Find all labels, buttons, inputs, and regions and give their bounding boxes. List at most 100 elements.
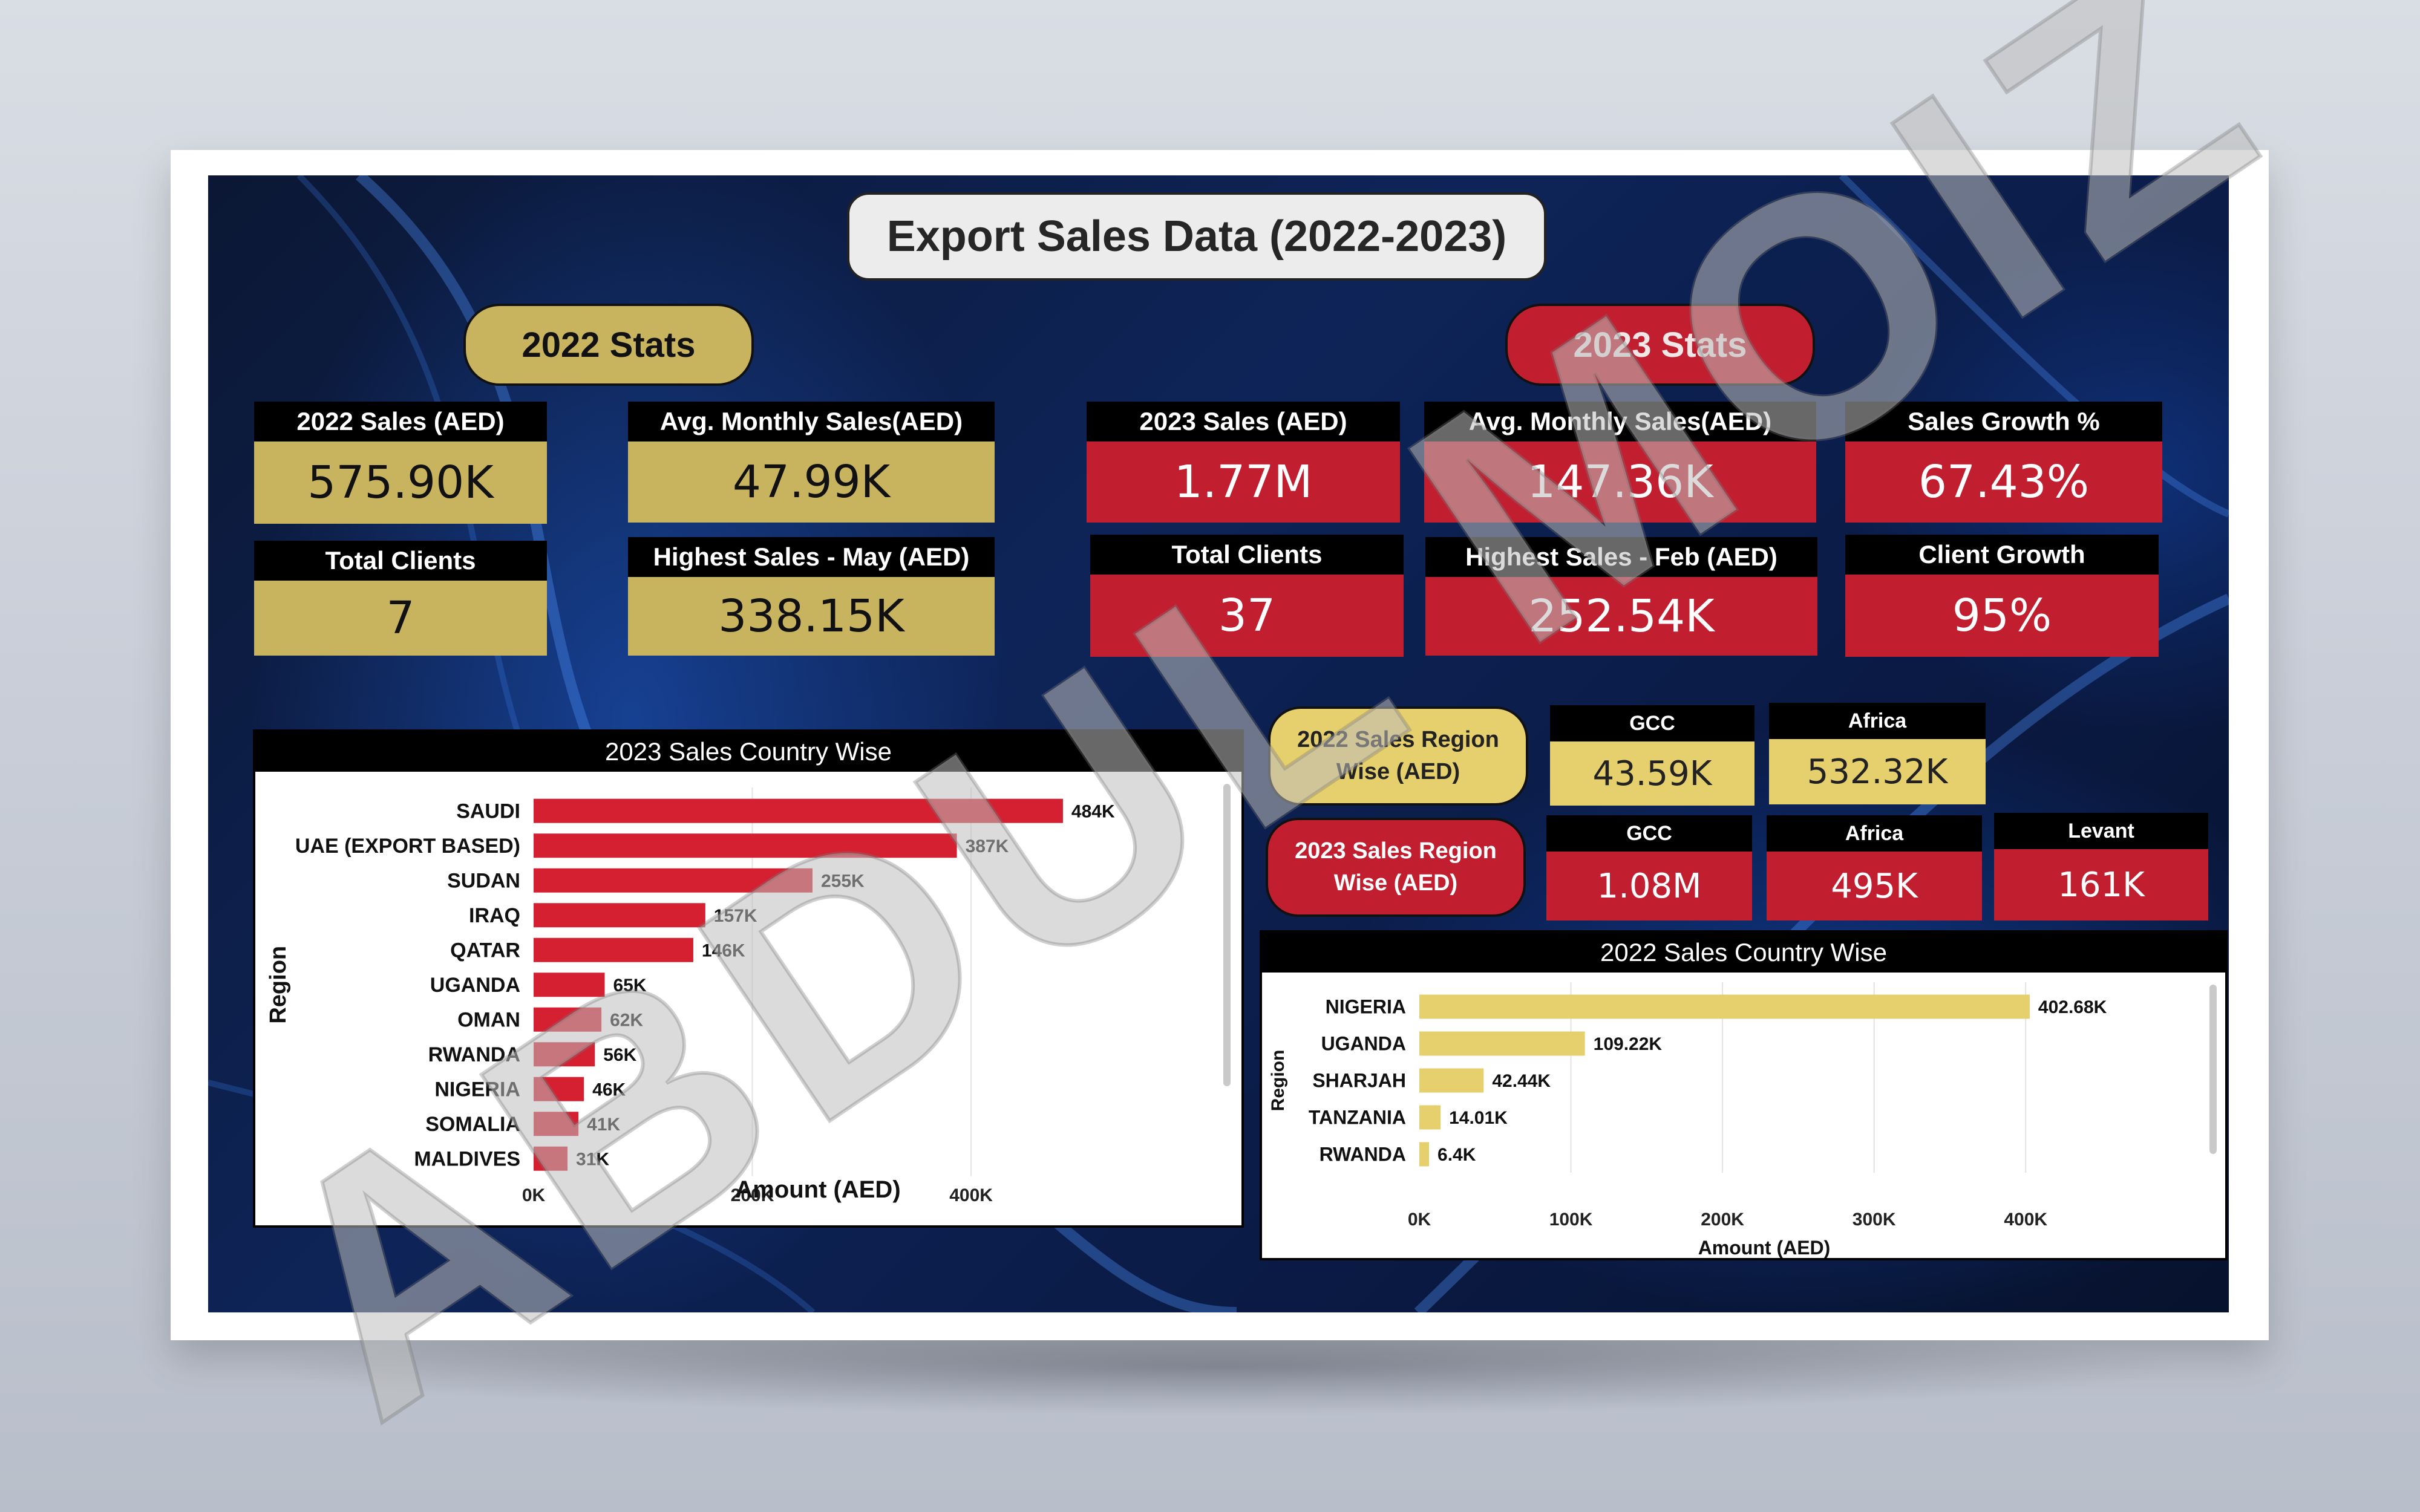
category-label: QATAR (450, 939, 520, 962)
region-2023-label: 2023 Sales Region Wise (AED) (1266, 818, 1526, 917)
card-2022-highest-sales: Highest Sales - May (AED) 338.15K (628, 537, 995, 656)
data-label: 484K (1071, 801, 1115, 821)
card-header: Sales Growth % (1845, 402, 2162, 442)
data-label: 387K (966, 836, 1009, 856)
category-label: UGANDA (1321, 1033, 1406, 1055)
x-axis-label: Amount (AED) (735, 1176, 900, 1203)
card-2023-highest-sales: Highest Sales - Feb (AED) 252.54K (1425, 537, 1817, 656)
chart-2023-panel: 2023 Sales Country Wise 0K 200K 400K SAUDI 4… (253, 729, 1244, 1228)
data-label: 402.68K (2038, 997, 2107, 1017)
data-label: 56K (603, 1045, 636, 1065)
card-value: 575.90K (254, 442, 547, 524)
x-axis-label: Amount (AED) (1698, 1237, 1831, 1258)
card-header: 2022 Sales (AED) (254, 402, 547, 442)
region-2023-africa: Africa 495K (1767, 815, 1982, 921)
category-label: OMAN (457, 1009, 520, 1032)
bar (1419, 1105, 1441, 1130)
card-value: 532.32K (1769, 739, 1986, 804)
category-label: SHARJAH (1312, 1070, 1406, 1092)
region-2022-label-line1: 2022 Sales Region (1297, 726, 1499, 752)
card-header: Africa (1769, 703, 1986, 739)
data-label: 14.01K (1449, 1108, 1508, 1128)
bar (1419, 1142, 1430, 1167)
chart-2022-svg: 0K 100K 200K 300K 400K NIGERIA 402.68K UGANDA 10… (1268, 982, 2217, 1258)
data-label: 65K (613, 976, 647, 996)
card-value: 67.43% (1845, 442, 2162, 523)
bar (534, 1007, 602, 1032)
card-header: Africa (1767, 815, 1982, 852)
chart-2022-panel: 2022 Sales Country Wise 0K 100K 200K 300K 40… (1260, 930, 2228, 1260)
card-value: 147.36K (1424, 442, 1816, 523)
card-header: Avg. Monthly Sales(AED) (628, 402, 995, 442)
category-label: MALDIVES (414, 1148, 520, 1171)
data-label: 31K (576, 1149, 609, 1169)
category-label: IRAQ (469, 904, 520, 927)
card-value: 47.99K (628, 442, 995, 523)
category-label: SUDAN (447, 870, 520, 893)
bar (534, 1146, 568, 1171)
dashboard-title: Export Sales Data (2022-2023) (847, 192, 1546, 281)
bar (534, 973, 605, 997)
region-2023-levant: Levant 161K (1994, 813, 2208, 921)
y-axis-label: Region (1268, 1050, 1288, 1112)
card-2023-sales: 2023 Sales (AED) 1.77M (1087, 402, 1400, 523)
scrollbar (1223, 784, 1231, 1086)
category-label: NIGERIA (1326, 996, 1406, 1018)
data-label: 157K (714, 906, 757, 926)
card-header: Highest Sales - Feb (AED) (1425, 537, 1817, 577)
x-tick-label: 0K (522, 1185, 546, 1205)
data-label: 41K (587, 1115, 620, 1135)
region-2022-label: 2022 Sales Region Wise (AED) (1268, 706, 1528, 806)
card-2023-sales-growth: Sales Growth % 67.43% (1845, 402, 2162, 523)
data-label: 146K (702, 940, 745, 960)
card-header: Total Clients (254, 541, 547, 581)
category-label: RWANDA (1320, 1144, 1406, 1165)
dashboard: Export Sales Data (2022-2023) 2022 Stats… (208, 175, 2229, 1312)
region-2022-africa: Africa 532.32K (1769, 703, 1986, 804)
category-label: RWANDA (428, 1043, 520, 1066)
y-axis-label: Region (266, 946, 291, 1024)
card-value: 495K (1767, 852, 1982, 921)
region-2022-label-line2: Wise (AED) (1336, 759, 1460, 784)
bar (534, 833, 957, 858)
data-label: 6.4K (1437, 1145, 1476, 1165)
card-header: Highest Sales - May (AED) (628, 537, 995, 577)
category-label: SOMALIA (425, 1113, 520, 1136)
card-header: Client Growth (1845, 535, 2159, 575)
category-label: UAE (EXPORT BASED) (295, 835, 520, 858)
region-2022-gcc: GCC 43.59K (1550, 705, 1754, 806)
bar (534, 1077, 584, 1101)
card-2023-total-clients: Total Clients 37 (1090, 535, 1404, 657)
card-header: GCC (1546, 815, 1752, 852)
card-2023-client-growth: Client Growth 95% (1845, 535, 2159, 657)
card-2023-avg-monthly: Avg. Monthly Sales(AED) 147.36K (1424, 402, 1816, 523)
card-header: Total Clients (1090, 535, 1404, 575)
card-value: 252.54K (1425, 577, 1817, 656)
region-2023-label-line2: Wise (AED) (1333, 870, 1458, 896)
card-header: GCC (1550, 705, 1754, 741)
card-value: 338.15K (628, 577, 995, 656)
x-tick-label: 300K (1853, 1210, 1896, 1230)
data-label: 255K (821, 871, 865, 891)
card-value: 37 (1090, 575, 1404, 657)
chart-2023-svg: 0K 200K 400K SAUDI 484K UAE (EXPORT BASED) 387… (266, 784, 1231, 1205)
data-label: 46K (592, 1080, 626, 1100)
bar (534, 937, 693, 962)
chart-2022-title: 2022 Sales Country Wise (1262, 933, 2225, 973)
data-label: 42.44K (1492, 1071, 1551, 1091)
bar (534, 1042, 595, 1067)
card-2022-avg-monthly: Avg. Monthly Sales(AED) 47.99K (628, 402, 995, 523)
stats-2022-label: 2022 Stats (463, 304, 754, 386)
chart-2023-title: 2023 Sales Country Wise (255, 732, 1241, 772)
category-label: NIGERIA (434, 1078, 520, 1101)
card-value: 1.08M (1546, 852, 1752, 921)
category-label: UGANDA (430, 974, 520, 997)
x-tick-label: 0K (1408, 1210, 1431, 1230)
region-2023-label-line1: 2023 Sales Region (1295, 838, 1497, 864)
bar (534, 798, 1063, 823)
card-2022-sales: 2022 Sales (AED) 575.90K (254, 402, 547, 524)
bar (534, 1112, 579, 1136)
x-tick-label: 100K (1549, 1210, 1593, 1230)
card-value: 43.59K (1550, 741, 1754, 806)
bar (534, 903, 705, 928)
